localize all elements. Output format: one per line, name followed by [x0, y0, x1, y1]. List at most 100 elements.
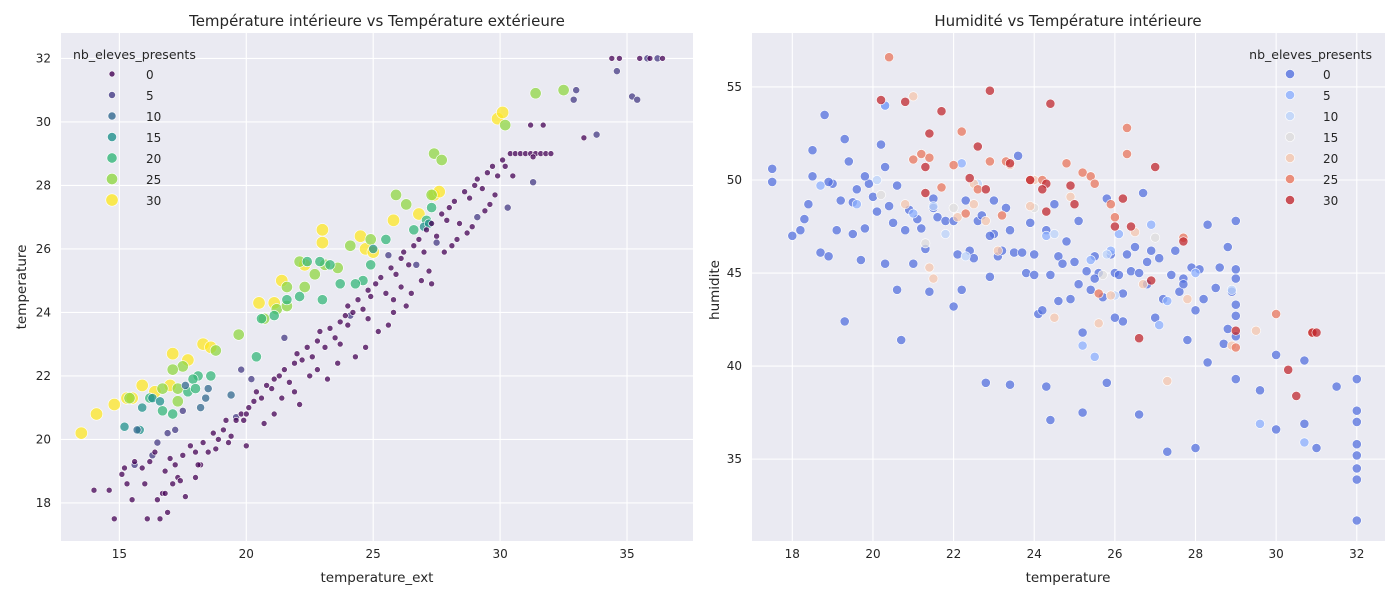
- left-data-point: [256, 313, 267, 325]
- left-data-point: [412, 207, 426, 221]
- right-data-point: [908, 258, 919, 269]
- right-data-point: [880, 162, 890, 172]
- right-data-point: [1142, 256, 1152, 267]
- left-data-point: [499, 119, 512, 132]
- left-legend: nb_eleves_presents 0 5 10 15 20 25 30: [73, 47, 196, 208]
- right-data-point: [803, 199, 814, 210]
- left-data-point: [539, 121, 547, 129]
- right-data-point: [932, 212, 943, 223]
- left-legend-title: nb_eleves_presents: [73, 47, 196, 62]
- right-data-point: [1230, 342, 1241, 353]
- left-data-point: [382, 289, 390, 297]
- left-data-point: [291, 388, 298, 396]
- right-data-point: [1045, 269, 1056, 280]
- left-data-point: [209, 344, 222, 357]
- right-data-point: [1089, 178, 1100, 189]
- right-data-point: [1134, 409, 1144, 420]
- left-data-point: [121, 464, 128, 472]
- left-data-point: [364, 233, 377, 246]
- right-data-point: [1093, 318, 1104, 329]
- left-data-point: [181, 381, 190, 390]
- left-data-point: [471, 182, 479, 189]
- left-data-point: [169, 480, 176, 488]
- left-data-point: [365, 259, 377, 271]
- left-data-point: [245, 404, 253, 411]
- right-x-tick-label: 22: [946, 547, 961, 561]
- right-data-point: [815, 247, 826, 258]
- left-legend-label: 20: [146, 152, 161, 166]
- left-data-point: [275, 372, 283, 380]
- left-data-point: [341, 312, 349, 319]
- right-x-axis-label: temperature: [1026, 570, 1111, 586]
- right-data-point: [851, 184, 862, 195]
- right-data-point: [908, 91, 919, 102]
- left-data-point: [194, 461, 202, 469]
- left-data-point: [226, 390, 236, 400]
- right-data-point: [928, 201, 939, 211]
- right-data-point: [1218, 338, 1229, 349]
- left-data-point: [154, 496, 161, 504]
- left-data-point: [135, 378, 149, 392]
- right-x-tick-label: 24: [1027, 547, 1042, 561]
- left-data-point: [420, 248, 428, 256]
- right-data-point: [1214, 262, 1225, 273]
- right-data-point: [1271, 309, 1281, 319]
- right-data-point: [972, 141, 983, 152]
- left-data-point: [232, 328, 245, 341]
- left-data-point: [367, 293, 375, 300]
- left-data-point: [608, 55, 616, 62]
- right-data-point: [1283, 364, 1294, 375]
- left-data-point: [423, 226, 430, 234]
- left-data-point: [270, 410, 278, 418]
- left-data-point: [428, 220, 435, 227]
- left-data-point: [270, 375, 278, 383]
- right-data-point: [1174, 286, 1185, 297]
- left-data-point: [132, 425, 142, 435]
- right-data-point: [960, 251, 971, 262]
- right-data-point: [860, 171, 870, 182]
- left-legend-marker: [108, 91, 116, 99]
- right-data-point: [968, 253, 979, 264]
- left-data-point: [408, 224, 420, 236]
- left-data-point: [415, 236, 423, 243]
- left-y-tick-label: 32: [36, 51, 51, 65]
- left-data-point: [278, 394, 286, 402]
- left-data-point: [440, 248, 448, 256]
- left-data-point: [227, 432, 235, 440]
- left-data-point: [368, 243, 379, 254]
- right-data-point: [1190, 443, 1201, 453]
- right-data-point: [900, 225, 911, 236]
- left-data-point: [397, 255, 405, 262]
- right-data-point: [1351, 515, 1362, 526]
- left-legend-marker: [106, 173, 118, 185]
- left-data-point: [392, 270, 400, 278]
- left-data-point: [481, 207, 489, 215]
- right-data-point: [1138, 188, 1148, 198]
- right-legend-items: 0 5 10 15 20 25 30: [1285, 68, 1338, 208]
- left-data-point: [182, 493, 189, 500]
- right-data-point: [936, 106, 947, 117]
- right-data-point: [1089, 273, 1100, 284]
- left-data-point: [390, 296, 397, 304]
- left-data-point: [314, 337, 321, 345]
- right-data-point: [860, 223, 870, 234]
- right-data-point: [876, 189, 886, 200]
- right-data-point: [968, 199, 979, 210]
- right-data-point: [1114, 229, 1124, 239]
- right-data-point: [1271, 424, 1281, 435]
- right-legend-label: 25: [1323, 173, 1338, 187]
- right-data-point: [1077, 407, 1088, 418]
- left-data-point: [314, 366, 321, 373]
- left-data-point: [428, 280, 435, 288]
- left-data-point: [105, 486, 113, 494]
- right-data-point: [1110, 221, 1120, 232]
- right-data-point: [1134, 268, 1144, 278]
- right-data-point: [1271, 349, 1281, 360]
- left-data-point: [156, 382, 169, 395]
- left-data-point: [324, 259, 336, 271]
- left-data-point: [331, 334, 339, 342]
- right-data-point: [1178, 279, 1189, 290]
- left-data-point: [212, 445, 220, 453]
- right-data-point: [1122, 249, 1132, 260]
- right-legend-label: 30: [1323, 194, 1338, 208]
